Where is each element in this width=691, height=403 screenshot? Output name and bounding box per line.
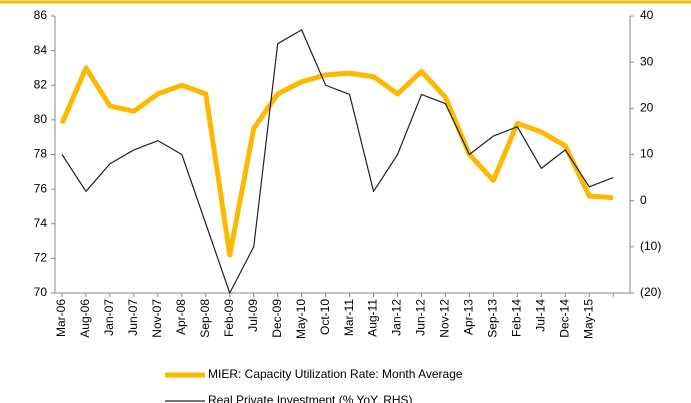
y2-tick-label: 0 bbox=[640, 193, 647, 207]
x-tick-label: Jul-14 bbox=[533, 299, 547, 332]
y-tick-label: 82 bbox=[34, 77, 48, 91]
y-tick-label: 76 bbox=[34, 181, 48, 195]
x-tick-label: Jul-09 bbox=[246, 299, 260, 332]
y-tick-label: 78 bbox=[34, 147, 48, 161]
x-tick-label: Jan-07 bbox=[102, 299, 116, 336]
legend-label: Real Private Investment (% YoY, RHS) bbox=[208, 393, 413, 403]
x-tick-label: Mar-06 bbox=[54, 299, 68, 337]
y-tick-label: 86 bbox=[34, 8, 48, 22]
x-tick-label: May-10 bbox=[294, 299, 308, 339]
x-tick-label: Mar-11 bbox=[342, 299, 356, 336]
y2-tick-label: 30 bbox=[640, 54, 654, 68]
y-tick-label: 74 bbox=[34, 216, 48, 230]
x-tick-label: Apr-08 bbox=[174, 299, 188, 335]
x-tick-label: Oct-10 bbox=[318, 299, 332, 335]
y-tick-label: 70 bbox=[34, 285, 48, 299]
x-tick-label: Aug-06 bbox=[78, 299, 92, 338]
y-tick-label: 80 bbox=[34, 112, 48, 126]
y2-tick-label: 40 bbox=[640, 8, 654, 22]
y-tick-label: 84 bbox=[34, 43, 48, 57]
x-tick-label: Dec-09 bbox=[270, 299, 284, 338]
x-tick-label: Sep-08 bbox=[198, 299, 212, 338]
y2-tick-label: (10) bbox=[640, 239, 661, 253]
x-tick-label: May-15 bbox=[581, 299, 595, 339]
x-tick-label: Aug-11 bbox=[366, 299, 380, 337]
x-tick-label: Jun-07 bbox=[126, 299, 140, 336]
series-line bbox=[59, 65, 614, 258]
legend-label: MIER: Capacity Utilization Rate: Month A… bbox=[208, 367, 463, 381]
x-tick-label: Nov-12 bbox=[438, 299, 452, 338]
y2-tick-label: (20) bbox=[640, 285, 661, 299]
x-tick-label: Apr-13 bbox=[462, 299, 476, 335]
x-tick-label: Feb-14 bbox=[510, 299, 524, 337]
x-tick-label: Sep-13 bbox=[486, 299, 500, 338]
y2-tick-label: 10 bbox=[640, 147, 654, 161]
x-tick-label: Nov-07 bbox=[150, 299, 164, 338]
x-tick-label: Jun-12 bbox=[414, 299, 428, 336]
x-tick-label: Jan-12 bbox=[390, 299, 404, 336]
y2-tick-label: 20 bbox=[640, 101, 654, 115]
x-tick-label: Feb-09 bbox=[222, 299, 236, 337]
series-line bbox=[61, 29, 614, 294]
x-tick-label: Dec-14 bbox=[557, 299, 571, 338]
y-tick-label: 72 bbox=[34, 251, 48, 265]
